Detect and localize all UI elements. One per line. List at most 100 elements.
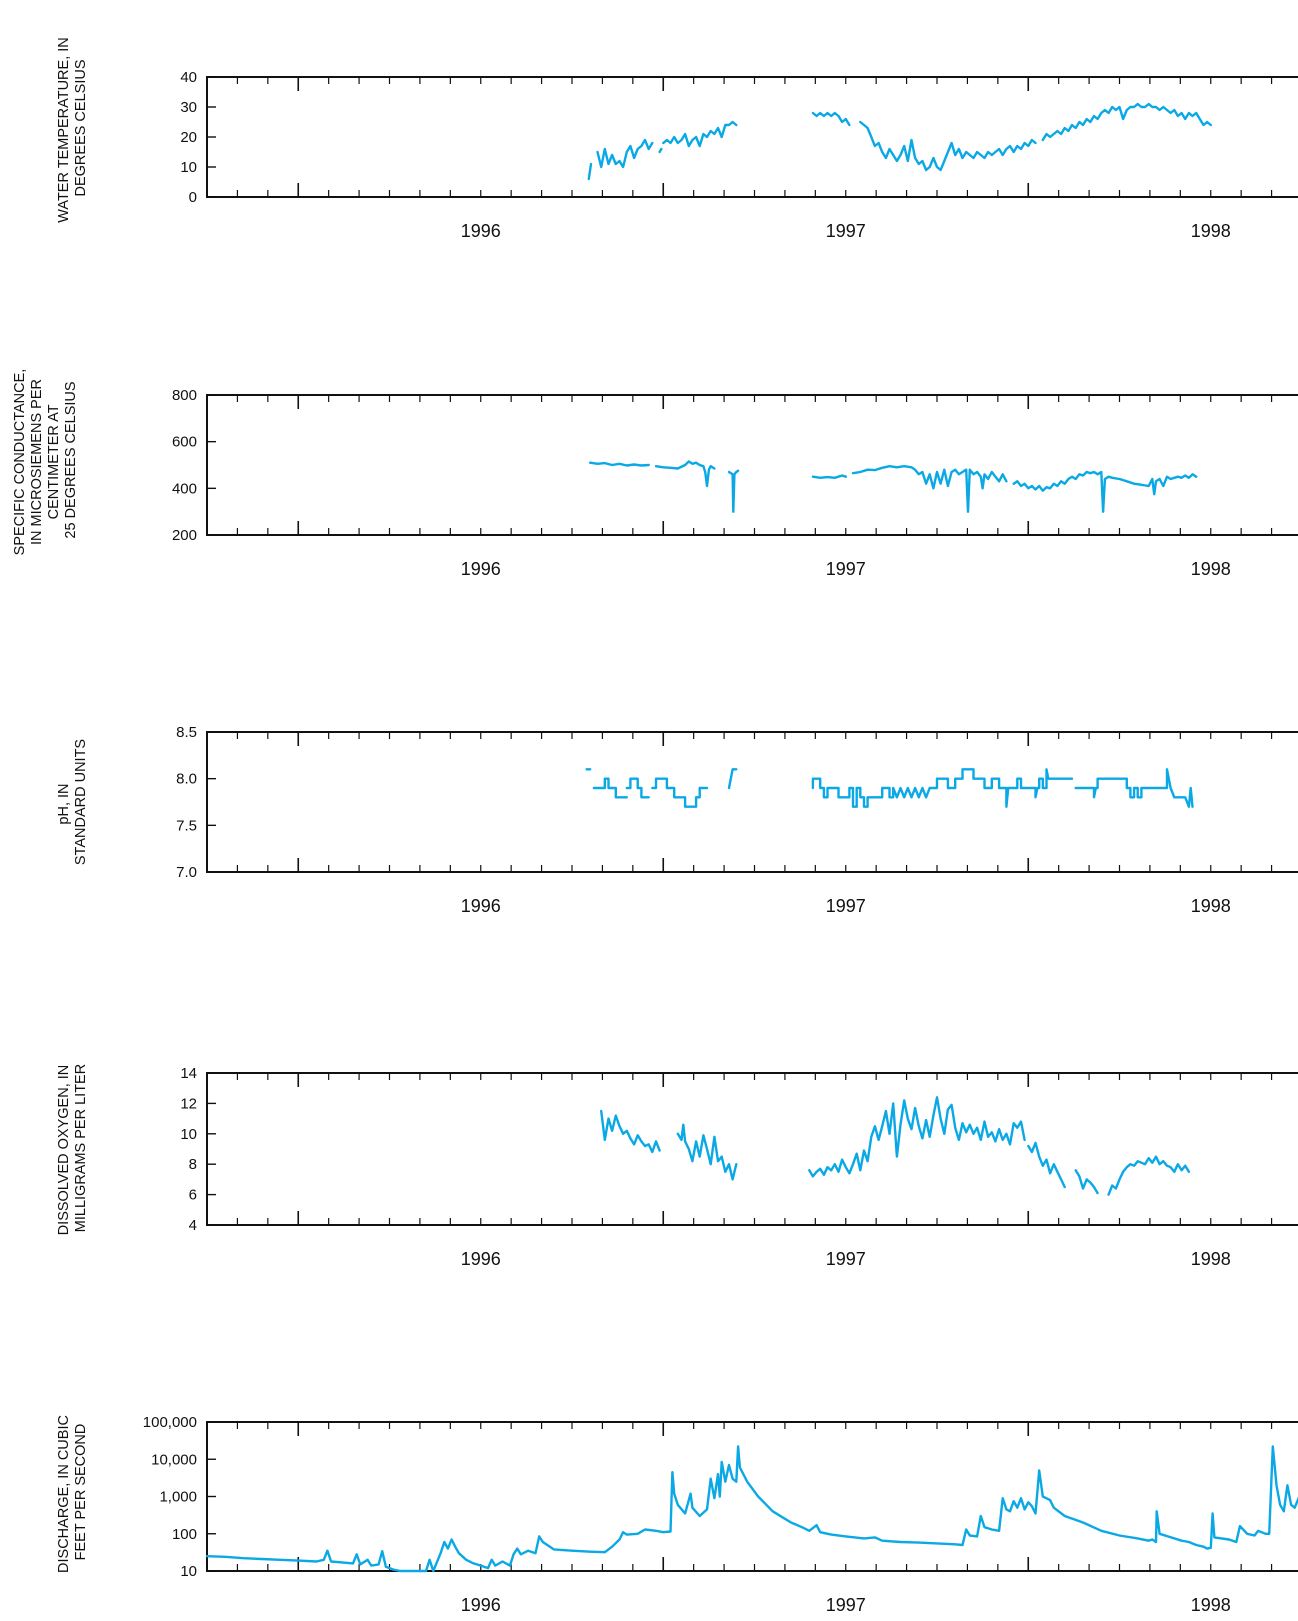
conductance-series-line bbox=[656, 462, 714, 487]
dissolved-oxygen-plot-frame bbox=[207, 1073, 1298, 1225]
temperature-series bbox=[589, 104, 1211, 179]
conductance-y-tick-label: 200 bbox=[172, 527, 197, 544]
conductance-year-label: 1996 bbox=[461, 559, 501, 579]
dissolved-oxygen-y-tick-label: 12 bbox=[180, 1095, 197, 1112]
ph-axes bbox=[207, 732, 1298, 872]
discharge-y-tick-label: 10 bbox=[180, 1563, 197, 1580]
conductance-series-line bbox=[853, 466, 1006, 512]
conductance-plot-frame bbox=[207, 395, 1298, 535]
discharge-y-tick-label: 100,000 bbox=[143, 1414, 197, 1431]
dissolved-oxygen-series-line bbox=[601, 1111, 659, 1152]
dissolved-oxygen-year-labels: 1996 1997 1998 bbox=[461, 1249, 1231, 1269]
dissolved-oxygen-axes bbox=[207, 1073, 1298, 1225]
discharge-plot-frame bbox=[207, 1422, 1298, 1571]
temperature-year-label: 1996 bbox=[461, 221, 501, 241]
conductance-ylabel: SPECIFIC CONDUCTANCE, IN MICROSIEMENS PE… bbox=[12, 365, 79, 556]
dissolved-oxygen-series bbox=[601, 1097, 1189, 1194]
discharge-year-labels: 1996 1997 1998 bbox=[461, 1595, 1231, 1615]
temperature-series-line bbox=[813, 113, 850, 125]
dissolved-oxygen-y-tick-label: 6 bbox=[189, 1187, 197, 1204]
temperature-y-tick-label: 0 bbox=[189, 189, 197, 206]
conductance-series-line bbox=[590, 463, 649, 466]
discharge-y-tick-label: 100 bbox=[172, 1526, 197, 1543]
dissolved-oxygen-y-tick-label: 10 bbox=[180, 1126, 197, 1143]
temperature-year-labels: 1996 1997 1998 bbox=[461, 221, 1231, 241]
conductance-year-label: 1998 bbox=[1191, 559, 1231, 579]
temperature-axes bbox=[207, 77, 1298, 197]
discharge-y-tick-label: 10,000 bbox=[151, 1451, 197, 1468]
temperature-series-line bbox=[663, 122, 736, 146]
dissolved-oxygen-series-line bbox=[1028, 1143, 1064, 1187]
dissolved-oxygen-panel: DISSOLVED OXYGEN, IN MILLIGRAMS PER LITE… bbox=[56, 1061, 1298, 1269]
temperature-series-line bbox=[860, 122, 1035, 170]
ph-panel: pH, IN STANDARD UNITS 7.07.58.08.5 1996 1… bbox=[56, 724, 1298, 916]
dissolved-oxygen-y-tick-label: 14 bbox=[180, 1065, 197, 1082]
ph-y-tick-label: 8.0 bbox=[176, 771, 197, 788]
discharge-series-line bbox=[207, 1447, 1298, 1572]
discharge-year-label: 1996 bbox=[461, 1595, 501, 1615]
temperature-series-line bbox=[1043, 104, 1211, 140]
ph-series-line bbox=[627, 779, 649, 798]
dissolved-oxygen-series-line bbox=[809, 1097, 1024, 1176]
conductance-series-line bbox=[1014, 472, 1196, 512]
discharge-axes bbox=[207, 1422, 1298, 1571]
temperature-y-tick-label: 30 bbox=[180, 99, 197, 116]
conductance-y-tick-label: 600 bbox=[172, 434, 197, 451]
dissolved-oxygen-y-tick-label: 8 bbox=[189, 1156, 197, 1173]
conductance-y-tick-label: 400 bbox=[172, 480, 197, 497]
ph-y-tick-label: 7.0 bbox=[176, 864, 197, 881]
ph-year-label: 1997 bbox=[826, 896, 866, 916]
discharge-ylabel: DISCHARGE, IN CUBIC FEET PER SECOND bbox=[56, 1411, 89, 1573]
ph-year-labels: 1996 1997 1998 bbox=[461, 896, 1231, 916]
conductance-y-tick-label: 800 bbox=[172, 387, 197, 404]
ph-y-tick-labels: 7.0 7.5 8.0 8.5 bbox=[176, 724, 197, 881]
ph-y-tick-label: 7.5 bbox=[176, 817, 197, 834]
dissolved-oxygen-series-line bbox=[678, 1125, 737, 1180]
ph-ylabel: pH, IN STANDARD UNITS bbox=[56, 739, 89, 865]
temperature-y-tick-label: 10 bbox=[180, 159, 197, 176]
discharge-year-label: 1997 bbox=[826, 1595, 866, 1615]
temperature-plot-frame bbox=[207, 77, 1298, 197]
temperature-y-tick-labels: 0 10 20 30 40 bbox=[180, 69, 197, 206]
ph-series-line bbox=[1076, 769, 1193, 806]
discharge-y-tick-label: 1,000 bbox=[159, 1489, 197, 1506]
dissolved-oxygen-series-line bbox=[1109, 1157, 1189, 1195]
temperature-series-line bbox=[660, 149, 662, 152]
temperature-ylabel: WATER TEMPERATURE, IN DEGREES CELSIUS bbox=[56, 33, 89, 223]
dissolved-oxygen-year-label: 1998 bbox=[1191, 1249, 1231, 1269]
ph-series-line bbox=[813, 769, 1072, 806]
discharge-series bbox=[207, 1447, 1298, 1572]
conductance-year-labels: 1996 1997 1998 bbox=[461, 559, 1231, 579]
temperature-y-tick-label: 40 bbox=[180, 69, 197, 86]
ph-series-line bbox=[594, 779, 627, 798]
temperature-series-line bbox=[589, 164, 591, 179]
ph-y-tick-label: 8.5 bbox=[176, 724, 197, 741]
discharge-panel: DISCHARGE, IN CUBIC FEET PER SECOND 1010… bbox=[56, 1411, 1298, 1615]
ph-plot-frame bbox=[207, 732, 1298, 872]
conductance-series-line bbox=[729, 471, 738, 512]
temperature-series-line bbox=[598, 140, 653, 167]
dissolved-oxygen-year-label: 1997 bbox=[826, 1249, 866, 1269]
dissolved-oxygen-ylabel: DISSOLVED OXYGEN, IN MILLIGRAMS PER LITE… bbox=[56, 1061, 89, 1236]
dissolved-oxygen-y-tick-label: 4 bbox=[189, 1217, 197, 1234]
ph-series-line bbox=[652, 779, 707, 807]
dissolved-oxygen-year-label: 1996 bbox=[461, 1249, 501, 1269]
conductance-series bbox=[590, 462, 1196, 512]
temperature-y-tick-label: 20 bbox=[180, 129, 197, 146]
dissolved-oxygen-y-tick-labels: 4 6 8 10 12 14 bbox=[180, 1065, 197, 1234]
discharge-y-tick-labels: 10 100 1,000 10,000 100,000 bbox=[143, 1414, 197, 1580]
conductance-axes bbox=[207, 395, 1298, 535]
ph-series-line bbox=[729, 769, 736, 788]
conductance-series-line bbox=[813, 476, 846, 478]
temperature-panel: WATER TEMPERATURE, IN DEGREES CELSIUS 0 1… bbox=[56, 33, 1298, 241]
conductance-y-tick-labels: 200 400 600 800 bbox=[172, 387, 197, 544]
temperature-year-label: 1997 bbox=[826, 221, 866, 241]
ph-year-label: 1998 bbox=[1191, 896, 1231, 916]
conductance-panel: SPECIFIC CONDUCTANCE, IN MICROSIEMENS PE… bbox=[12, 365, 1298, 579]
discharge-year-label: 1998 bbox=[1191, 1595, 1231, 1615]
conductance-year-label: 1997 bbox=[826, 559, 866, 579]
dissolved-oxygen-series-line bbox=[1076, 1170, 1098, 1193]
ph-year-label: 1996 bbox=[461, 896, 501, 916]
temperature-year-label: 1998 bbox=[1191, 221, 1231, 241]
